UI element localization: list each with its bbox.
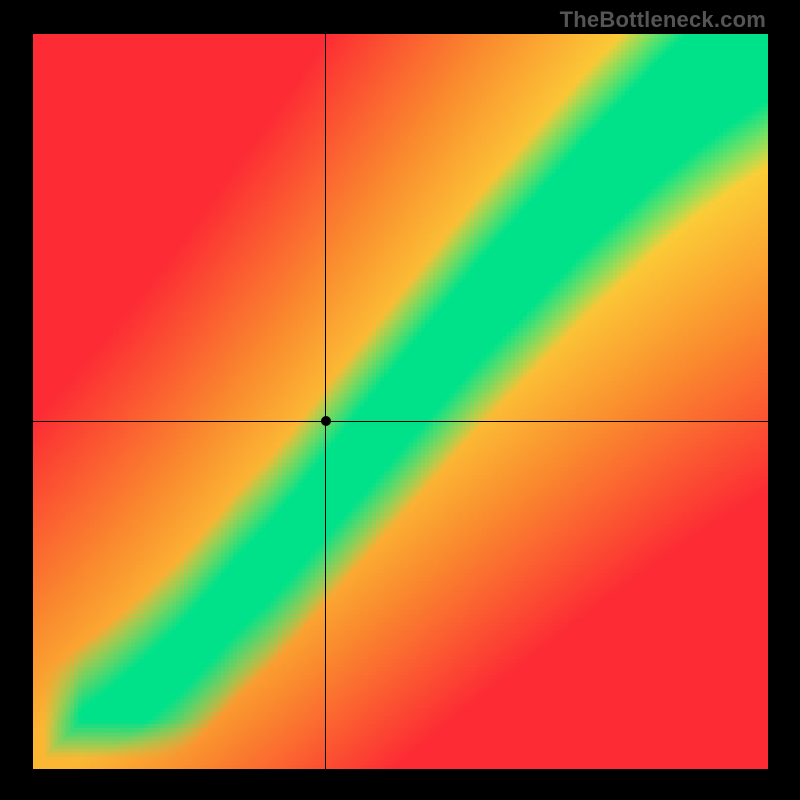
marker-dot xyxy=(321,416,331,426)
chart-frame: TheBottleneck.com xyxy=(0,0,800,800)
heatmap-plot xyxy=(33,34,768,769)
crosshair-vertical xyxy=(325,34,326,769)
crosshair-horizontal xyxy=(33,421,768,422)
heatmap-canvas xyxy=(33,34,768,769)
watermark-text: TheBottleneck.com xyxy=(560,7,766,33)
